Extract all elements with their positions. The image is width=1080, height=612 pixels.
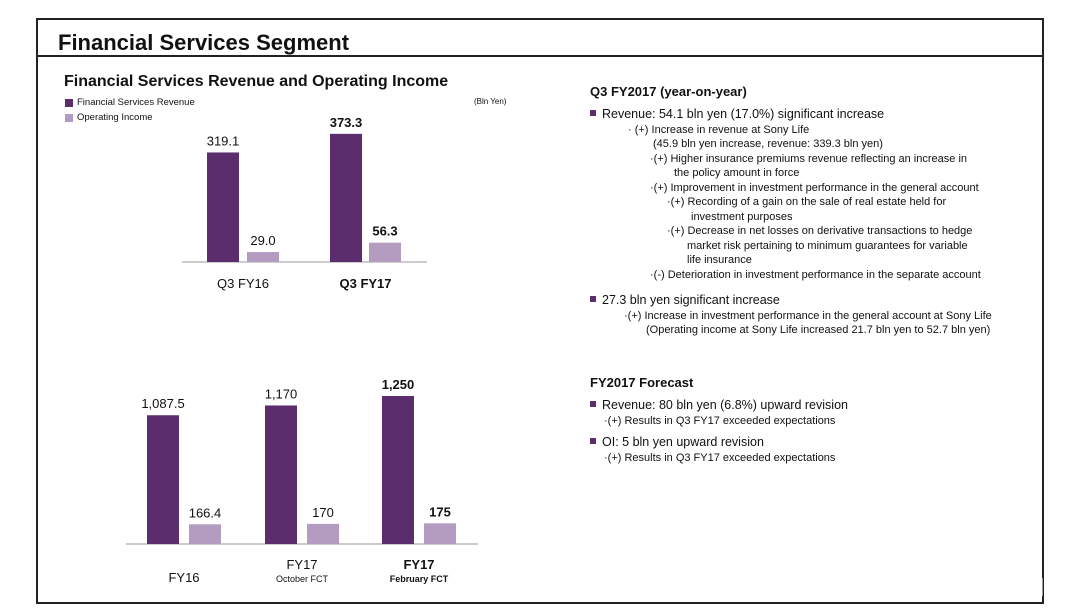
legend-item-revenue: Financial Services Revenue (65, 97, 195, 108)
bar-value-label: 29.0 (250, 233, 275, 248)
category-label: Q3 FY16 (217, 276, 269, 291)
q3-line: ·(+) Higher insurance premiums revenue r… (650, 152, 968, 165)
bar-value-label: 1,170 (265, 386, 298, 401)
category-label: FY17 (286, 557, 317, 572)
bar-revenue (265, 405, 297, 544)
page-end-mark (1042, 578, 1043, 596)
q3-line: the policy amount in force (674, 167, 800, 180)
q3-line: ·(+) Improvement in investment performan… (650, 181, 979, 194)
forecast-line: ·(+) Results in Q3 FY17 exceeded expecta… (604, 414, 836, 427)
q3-line: investment purposes (691, 210, 793, 223)
bar-oi (189, 524, 221, 544)
unit-label: (Bln Yen) (474, 97, 507, 106)
chart-title: Financial Services Revenue and Operating… (64, 73, 449, 90)
q3-line: ·(+) Recording of a gain on the sale of … (667, 196, 947, 209)
bar-value-label: 319.1 (207, 133, 240, 148)
bar-value-label: 166.4 (189, 505, 222, 520)
q3-line: (45.9 bln yen increase, revenue: 339.3 b… (653, 138, 883, 151)
category-sublabel: February FCT (390, 574, 449, 584)
q3-line: (Operating income at Sony Life increased… (646, 324, 991, 337)
forecast-oi-bullet: OI: 5 bln yen upward revision (590, 434, 1030, 451)
title-divider (36, 55, 1044, 57)
category-label: Q3 FY17 (339, 276, 391, 291)
legend-item-oi: Operating Income (65, 112, 153, 123)
bar-value-label: 175 (429, 504, 451, 519)
legend-label-oi: Operating Income (77, 112, 153, 123)
q3-line: · (+) Increase in revenue at Sony Life (628, 123, 810, 136)
q3-line: life insurance (687, 254, 752, 267)
bar-revenue (382, 396, 414, 544)
q3-revenue-bullet: Revenue: 54.1 bln yen (17.0%) significan… (590, 106, 1030, 123)
bar-value-label: 373.3 (330, 115, 363, 130)
forecast-line: ·(+) Results in Q3 FY17 exceeded expecta… (604, 451, 836, 464)
bar-oi (424, 523, 456, 544)
bar-charts: 319.1 29.0 Q3 FY16 373.3 56.3 Q3 FY17 1,087.5 1… (126, 115, 478, 585)
legend-label-revenue: Financial Services Revenue (77, 97, 195, 108)
bar-value-label: 1,250 (382, 377, 415, 392)
forecast-heading: FY2017 Forecast (590, 374, 694, 390)
bar-value-label: 170 (312, 505, 334, 520)
category-label: FY16 (168, 570, 199, 585)
q3-line: ·(+) Decrease in net losses on derivativ… (667, 225, 973, 238)
bar-oi (307, 523, 339, 544)
page-title: Financial Services Segment (58, 30, 350, 55)
category-sublabel: October FCT (276, 574, 329, 584)
q3-heading: Q3 FY2017 (year-on-year) (590, 84, 747, 99)
bar-value-label: 56.3 (372, 224, 397, 239)
legend-swatch-revenue (65, 98, 73, 107)
q3-line: market risk pertaining to minimum guaran… (687, 239, 968, 252)
q3-oi-bullet: 27.3 bln yen significant increase (590, 292, 1030, 309)
bar-value-label: 1,087.5 (141, 396, 184, 411)
bar-revenue (330, 133, 362, 262)
bar-revenue (147, 415, 179, 544)
bar-oi (369, 242, 401, 262)
slide-frame (36, 18, 1044, 604)
bar-revenue (207, 152, 239, 262)
legend-swatch-oi (65, 113, 73, 122)
bar-oi (247, 252, 279, 262)
q3-line: ·(+) Increase in investment performance … (624, 309, 992, 322)
category-label: FY17 (403, 557, 434, 572)
q3-line: ·(-) Deterioration in investment perform… (650, 268, 981, 281)
commentary-panel: Q3 FY2017 (year-on-year) Revenue: 54.1 b… (590, 83, 1030, 465)
forecast-revenue-bullet: Revenue: 80 bln yen (6.8%) upward revisi… (590, 397, 1030, 414)
